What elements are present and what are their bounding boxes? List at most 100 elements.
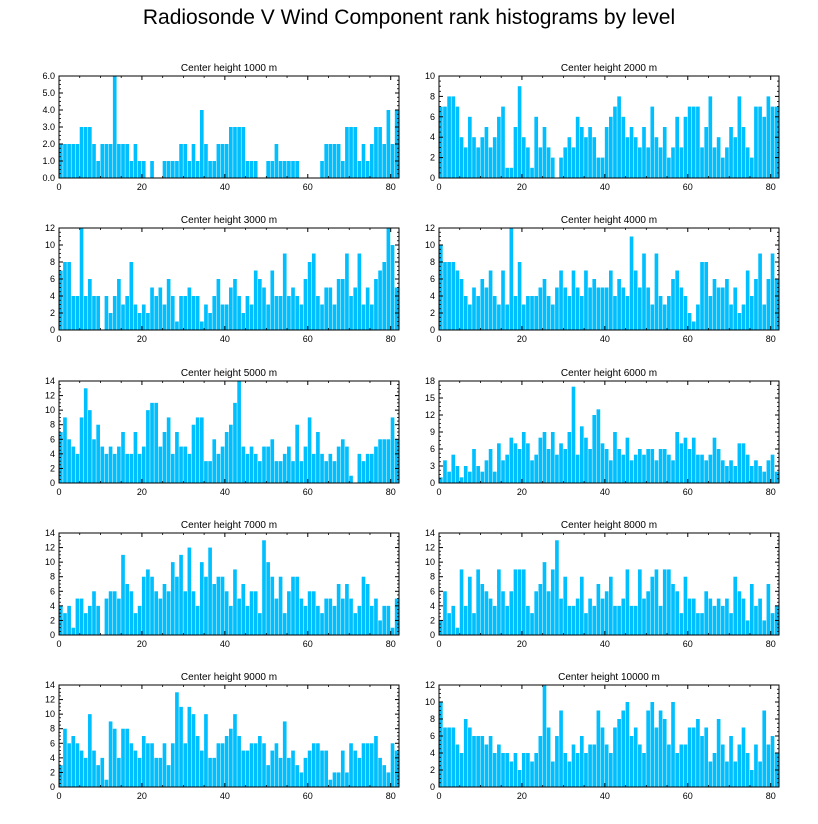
histogram-bar (245, 750, 250, 787)
x-tick-label: 80 (386, 791, 396, 801)
histogram-bar (745, 753, 750, 787)
histogram-bar (650, 702, 655, 787)
histogram-bar (729, 613, 733, 635)
histogram-bar (390, 627, 395, 635)
histogram-bar (104, 296, 109, 330)
histogram-bar (687, 106, 692, 178)
histogram-bar (567, 761, 572, 787)
y-tick-label: 2 (50, 463, 55, 473)
histogram-bar (270, 270, 275, 330)
histogram-bar (754, 279, 758, 330)
histogram-bar (555, 454, 559, 483)
histogram-bar (336, 772, 341, 787)
histogram-bar (758, 761, 762, 787)
histogram-bar (447, 96, 451, 178)
x-tick-label: 20 (137, 182, 147, 192)
histogram-bar (187, 287, 192, 330)
histogram-bar (307, 262, 312, 330)
histogram-bar (654, 137, 659, 178)
y-tick-label: 2.0 (42, 139, 55, 149)
histogram-bar (233, 402, 237, 483)
histogram-bar (501, 591, 505, 635)
histogram-bar (521, 137, 526, 178)
histogram-bar (476, 569, 480, 635)
histogram-bar (633, 605, 638, 635)
histogram-bar (758, 466, 762, 483)
y-tick-label: 10 (45, 405, 55, 415)
y-tick-label: 12 (425, 223, 435, 233)
x-tick-label: 0 (436, 182, 441, 192)
histogram-bar (170, 296, 175, 330)
histogram-bar (175, 161, 179, 178)
histogram-bar (96, 424, 100, 483)
histogram-bar (463, 719, 468, 787)
histogram-bar (472, 287, 476, 330)
figure-title: Radiosonde V Wind Component rank histogr… (142, 6, 676, 29)
histogram-bar (96, 296, 100, 330)
histogram-bar (625, 296, 630, 330)
x-tick-label: 20 (517, 487, 527, 497)
histogram-bar (241, 750, 246, 787)
histogram-bar (224, 736, 229, 787)
y-tick-label: 14 (45, 528, 55, 538)
histogram-bar (766, 744, 771, 787)
x-tick-label: 80 (766, 791, 776, 801)
histogram-bar (538, 147, 543, 178)
histogram-bar (679, 744, 684, 787)
histogram-bar (754, 605, 758, 635)
histogram-bar (463, 605, 468, 635)
histogram-bar (609, 270, 613, 330)
histogram-bar (484, 127, 489, 178)
histogram-bar (382, 439, 387, 483)
histogram-bar (191, 714, 196, 787)
y-tick-label: 9 (430, 427, 435, 437)
histogram-bar (509, 437, 514, 483)
histogram-bar (117, 279, 121, 330)
histogram-bar (353, 613, 358, 635)
histogram-bar (642, 127, 646, 178)
histogram-bar (716, 287, 721, 330)
histogram-bar (278, 161, 283, 178)
histogram-bar (183, 296, 188, 330)
histogram-bar (83, 757, 88, 787)
histogram-bar (150, 743, 154, 787)
histogram-bar (459, 477, 464, 483)
histogram-bar (270, 161, 275, 178)
x-tick-label: 20 (517, 791, 527, 801)
histogram-bar (497, 443, 501, 483)
histogram-bar (208, 547, 212, 635)
histogram-bar (683, 296, 688, 330)
histogram-bar (774, 106, 779, 178)
histogram-bar (588, 598, 592, 635)
histogram-bar (521, 753, 526, 787)
histogram-panel: Center height 6000 m 0 3 6 9 12 15 18 0 20 40 60 80 (425, 368, 780, 497)
histogram-bar (584, 753, 588, 787)
histogram-bar (492, 296, 497, 330)
histogram-bar (704, 460, 709, 483)
histogram-panel: Center height 4000 m 0 2 4 6 8 10 12 0 20 40 60 80 (425, 215, 780, 344)
histogram-bar (237, 127, 241, 178)
histogram-bar (671, 147, 675, 178)
histogram-bar (311, 743, 316, 787)
histogram-bar (369, 304, 374, 330)
histogram-bar (369, 743, 374, 787)
histogram-bar (642, 753, 646, 787)
histogram-bar (584, 437, 588, 483)
histogram-bar (137, 313, 142, 330)
histogram-bar (588, 287, 592, 330)
histogram-bar (646, 710, 650, 787)
histogram-bar (766, 279, 771, 330)
histogram-bar (204, 304, 208, 330)
y-tick-label: 6.0 (42, 71, 55, 81)
histogram-bar (146, 743, 150, 787)
histogram-bar (696, 454, 700, 483)
histogram-bar (468, 116, 472, 178)
histogram-bar (646, 591, 650, 635)
histogram-bar (324, 750, 329, 787)
y-tick-label: 4.0 (42, 105, 55, 115)
histogram-panel: Center height 5000 m 0 2 4 6 8 10 12 14 0 20 40 60 80 (45, 368, 400, 497)
y-tick-label: 14 (45, 376, 55, 386)
histogram-bar (291, 750, 295, 787)
histogram-bar (667, 157, 671, 178)
